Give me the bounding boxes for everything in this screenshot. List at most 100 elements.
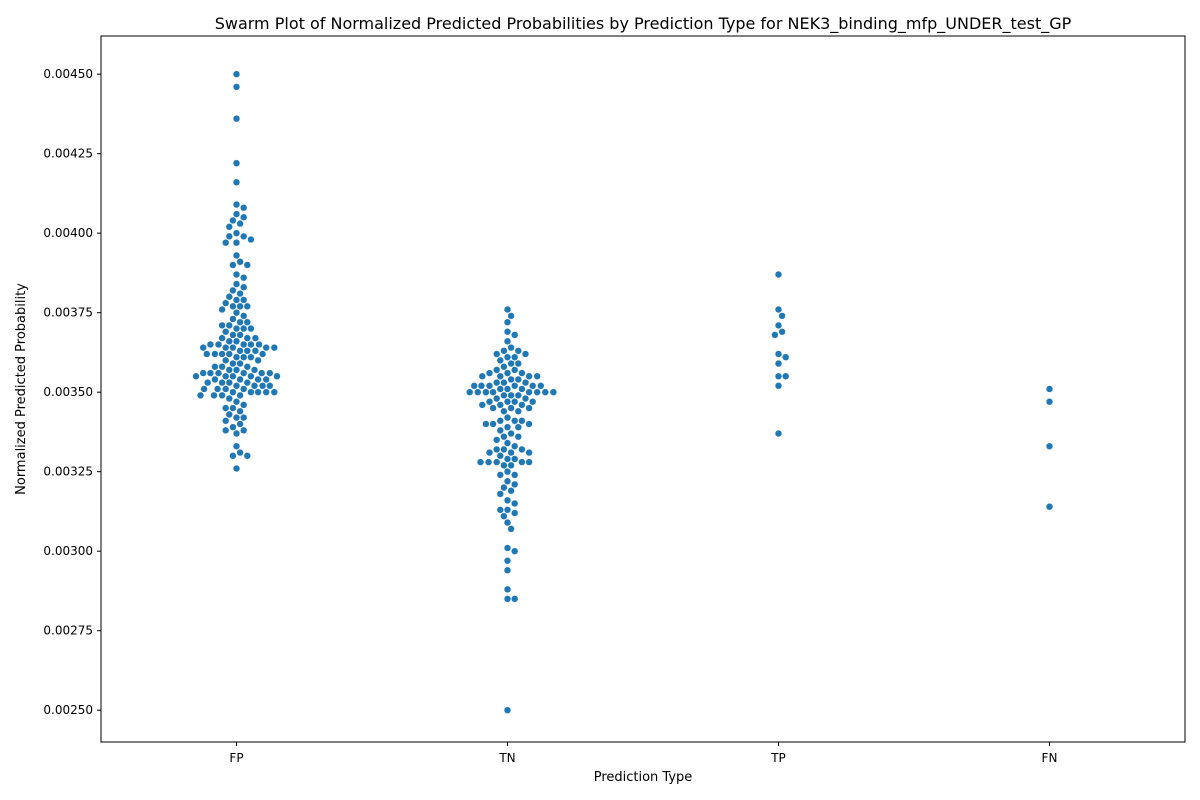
plot-frame <box>100 35 1186 743</box>
data-point-tn <box>503 305 512 314</box>
data-point-fp <box>236 258 244 266</box>
data-point-fp <box>225 223 233 231</box>
data-point-fp <box>255 340 263 349</box>
data-point-tp <box>782 353 790 361</box>
data-point-tn <box>496 426 504 434</box>
data-point-fp <box>243 318 251 326</box>
data-point-tn <box>503 518 512 527</box>
data-point-fp <box>218 321 226 329</box>
data-point-fp <box>250 382 259 390</box>
data-point-fp <box>266 369 274 377</box>
data-point-fp <box>236 302 244 310</box>
y-axis-label: Normalized Predicted Probability <box>14 283 29 495</box>
data-point-tn <box>500 433 508 441</box>
data-point-tn <box>489 388 497 396</box>
y-tick-label: 0.00350 <box>43 385 93 399</box>
data-point-tn <box>507 344 515 352</box>
data-point-tn <box>503 706 512 714</box>
data-point-tn <box>503 595 512 603</box>
data-point-tn <box>478 401 486 409</box>
data-point-fp <box>232 70 241 78</box>
data-point-fp <box>232 309 241 317</box>
data-point-fp <box>266 382 274 390</box>
data-point-tn <box>485 449 494 457</box>
data-point-fp <box>222 372 230 380</box>
data-point-tn <box>514 391 522 399</box>
data-point-fp <box>229 452 237 460</box>
data-point-fp <box>247 353 255 361</box>
data-point-fp <box>236 359 244 368</box>
data-point-tn <box>500 407 508 415</box>
data-point-fp <box>232 398 241 406</box>
data-point-tn <box>476 458 485 466</box>
data-point-fp <box>218 391 226 399</box>
data-point-fp <box>232 115 241 123</box>
data-point-fp <box>243 302 251 310</box>
data-point-fp <box>236 347 244 355</box>
data-point-fp <box>240 401 248 409</box>
data-point-tp <box>778 312 786 320</box>
data-point-fp <box>232 414 241 422</box>
data-point-fp <box>218 305 226 314</box>
data-point-fn <box>1045 442 1054 450</box>
data-point-tn <box>503 318 512 326</box>
data-point-tn <box>503 385 512 393</box>
data-point-tn <box>521 350 530 358</box>
data-point-tp <box>771 331 779 339</box>
y-axis: 0.00250 0.00275 0.00300 0.00325 0.00350 0.003… <box>43 67 101 717</box>
data-point-fp <box>254 356 262 364</box>
data-point-fp <box>240 213 248 221</box>
data-point-fp <box>262 375 270 384</box>
data-point-fp <box>222 356 230 364</box>
data-point-fp <box>229 216 237 225</box>
data-point-fp <box>236 331 244 339</box>
data-point-fp <box>222 417 230 425</box>
data-point-tn <box>493 394 501 403</box>
data-point-tn <box>549 388 558 396</box>
data-point-fn <box>1045 503 1054 511</box>
data-point-fp <box>192 372 200 380</box>
data-point-fp <box>273 372 281 380</box>
data-point-fp <box>232 296 241 304</box>
data-point-fp <box>232 200 241 209</box>
data-point-fp <box>236 220 244 228</box>
y-tick-label: 0.00450 <box>43 67 93 81</box>
data-point-fp <box>211 375 219 384</box>
data-point-fp <box>199 344 207 352</box>
x-tick-label-fn: FN <box>1042 751 1058 765</box>
data-point-fp <box>236 289 244 298</box>
data-point-fp <box>225 394 233 403</box>
data-point-fp <box>232 382 241 390</box>
data-point-fp <box>196 391 205 399</box>
data-point-tn <box>496 506 504 514</box>
data-point-fp <box>203 350 211 358</box>
data-point-fp <box>262 388 270 396</box>
data-point-fp <box>200 385 208 393</box>
data-point-tn <box>503 398 512 406</box>
data-point-tn <box>507 525 515 533</box>
data-point-tn <box>493 458 501 466</box>
data-point-fp <box>232 83 241 91</box>
data-point-tn <box>511 471 519 479</box>
data-point-fp <box>225 321 233 329</box>
data-point-fp <box>229 261 237 269</box>
data-point-fp <box>218 363 226 371</box>
y-tick-label: 0.00425 <box>43 147 93 161</box>
data-point-fp <box>232 442 241 450</box>
data-point-fp <box>232 337 241 345</box>
data-point-tn <box>507 449 515 457</box>
data-point-fp <box>243 452 251 460</box>
data-point-tn <box>514 433 522 441</box>
data-point-tn <box>518 445 526 454</box>
data-point-tn <box>478 372 486 380</box>
data-point-tn <box>485 369 494 377</box>
data-point-tp <box>774 429 783 438</box>
data-point-fp <box>225 350 233 358</box>
data-point-tn <box>518 458 526 466</box>
data-point-fp <box>229 344 237 352</box>
data-point-fp <box>254 375 262 384</box>
data-point-fp <box>232 251 241 260</box>
data-point-tn <box>529 382 537 390</box>
data-point-fp <box>240 324 248 333</box>
